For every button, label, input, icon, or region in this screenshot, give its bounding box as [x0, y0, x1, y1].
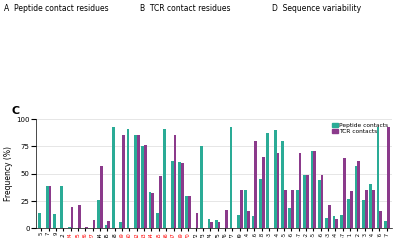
Bar — [276, 153, 279, 228]
Bar — [174, 135, 176, 228]
Bar — [93, 220, 96, 228]
Text: A  Peptide contact residues: A Peptide contact residues — [4, 4, 109, 13]
Text: B  TCR contact residues: B TCR contact residues — [140, 4, 230, 13]
Bar — [144, 145, 147, 228]
Bar — [325, 218, 328, 228]
Bar — [377, 127, 380, 228]
Y-axis label: Frequency (%): Frequency (%) — [4, 146, 14, 201]
Bar — [347, 199, 350, 228]
Bar — [53, 214, 56, 228]
Bar — [321, 175, 324, 228]
Bar — [237, 215, 240, 228]
Text: D  Sequence variability: D Sequence variability — [272, 4, 361, 13]
Bar — [240, 190, 242, 228]
Bar — [384, 221, 387, 228]
Bar — [274, 130, 276, 228]
Bar — [85, 227, 88, 228]
Bar — [230, 127, 232, 228]
Bar — [318, 180, 321, 228]
Bar — [281, 141, 284, 228]
Bar — [149, 192, 152, 228]
Bar — [122, 135, 125, 228]
Bar — [200, 146, 203, 228]
Bar — [163, 129, 166, 228]
Bar — [298, 153, 301, 228]
Text: C: C — [11, 106, 19, 116]
Bar — [210, 222, 213, 228]
Bar — [355, 166, 358, 228]
Bar — [141, 146, 144, 228]
Bar — [254, 141, 257, 228]
Bar — [266, 133, 269, 228]
Bar — [78, 205, 81, 228]
Bar — [362, 200, 365, 228]
Bar — [137, 135, 140, 228]
Bar — [171, 161, 174, 228]
Bar — [387, 127, 390, 228]
Bar — [97, 200, 100, 228]
Bar — [188, 196, 191, 228]
Bar — [225, 210, 228, 228]
Bar — [178, 162, 181, 228]
Bar — [156, 213, 159, 228]
Bar — [134, 135, 137, 228]
Bar — [332, 216, 335, 228]
Legend: Peptide contacts, TCR contacts: Peptide contacts, TCR contacts — [331, 122, 389, 134]
Bar — [303, 175, 306, 228]
Bar — [181, 163, 184, 228]
Bar — [350, 191, 353, 228]
Bar — [252, 216, 254, 228]
Bar — [70, 207, 73, 228]
Bar — [244, 190, 247, 228]
Bar — [247, 211, 250, 228]
Bar — [284, 190, 287, 228]
Bar — [208, 219, 210, 228]
Bar — [218, 222, 220, 228]
Bar — [358, 161, 360, 228]
Bar — [127, 129, 130, 228]
Bar — [68, 227, 70, 228]
Bar — [159, 176, 162, 228]
Bar — [310, 151, 313, 228]
Bar — [372, 190, 375, 228]
Bar — [104, 225, 107, 228]
Bar — [152, 193, 154, 228]
Bar — [107, 221, 110, 228]
Bar — [119, 222, 122, 228]
Bar — [196, 213, 198, 228]
Bar — [60, 186, 63, 228]
Bar — [335, 219, 338, 228]
Bar — [306, 175, 309, 228]
Bar — [365, 190, 368, 228]
Bar — [340, 215, 343, 228]
Bar — [48, 186, 51, 228]
Bar — [46, 186, 48, 228]
Bar — [38, 213, 41, 228]
Bar — [100, 166, 103, 228]
Bar — [288, 208, 291, 228]
Bar — [259, 179, 262, 228]
Bar — [215, 220, 218, 228]
Bar — [262, 157, 265, 228]
Bar — [313, 151, 316, 228]
Bar — [343, 159, 346, 228]
Bar — [186, 196, 188, 228]
Bar — [296, 190, 298, 228]
Bar — [112, 127, 115, 228]
Bar — [369, 183, 372, 228]
Bar — [380, 211, 382, 228]
Bar — [328, 205, 331, 228]
Bar — [291, 190, 294, 228]
